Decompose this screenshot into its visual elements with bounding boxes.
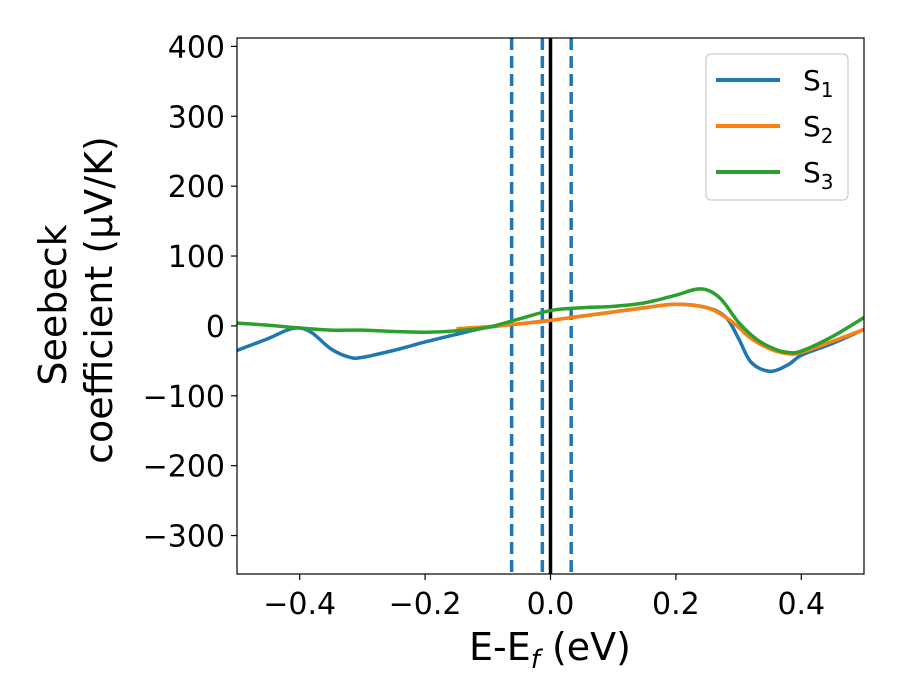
series-line-s2 (456, 302, 864, 356)
legend-label-s1: S1 (803, 64, 834, 102)
y-tick-label: −300 (143, 520, 225, 555)
x-tick-label: 0.4 (777, 587, 825, 622)
x-tick-label: −0.2 (389, 587, 462, 622)
vertical-lines (509, 38, 573, 574)
x-tick-label: −0.4 (263, 587, 336, 622)
legend-label-s2: S2 (803, 110, 834, 148)
y-tick-label: −200 (143, 450, 225, 485)
y-tick-label: 0 (206, 310, 225, 345)
x-tick-label: 0.2 (652, 587, 700, 622)
y-axis-label-line2: coefficient (μV/K) (77, 136, 121, 464)
y-axis-label-line1: Seebeck (31, 224, 75, 385)
x-axis-label: E-Ef (eV) (469, 625, 631, 675)
x-tick-label: 0.0 (527, 587, 575, 622)
legend-label-s3: S3 (803, 156, 834, 194)
y-tick-label: 400 (168, 30, 225, 65)
series-lines (237, 287, 864, 374)
legend: S1 S2 S3 (705, 53, 849, 201)
y-tick-label: 200 (168, 170, 225, 205)
y-tick-label: 300 (168, 100, 225, 135)
x-axis: −0.4 −0.2 0.0 0.2 0.4 (263, 574, 825, 622)
y-tick-label: −100 (143, 380, 225, 415)
y-tick-label: 100 (168, 240, 225, 275)
y-axis: −300 −200 −100 0 100 200 300 400 (143, 30, 237, 555)
series-line-s3 (237, 287, 864, 355)
